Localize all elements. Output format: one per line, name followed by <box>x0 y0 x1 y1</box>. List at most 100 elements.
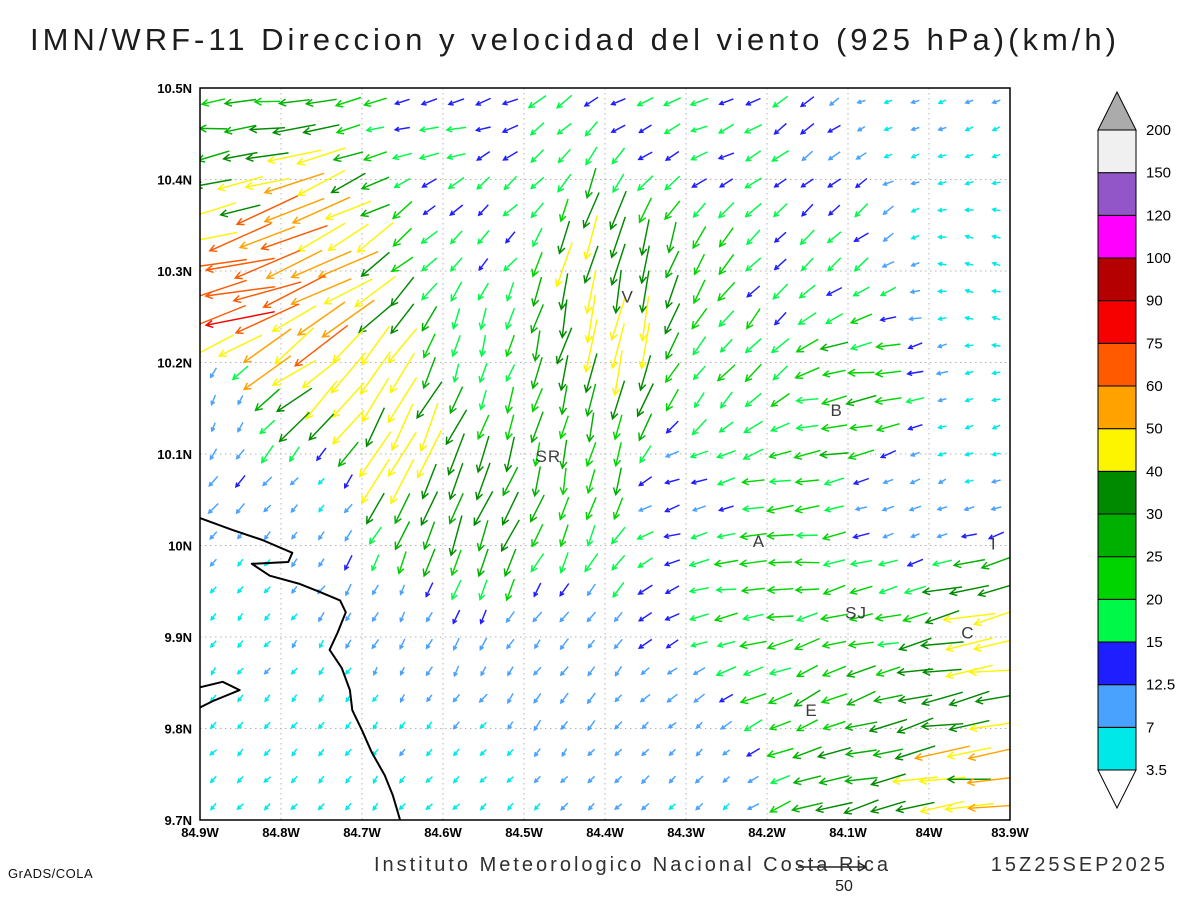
wind-arrow <box>332 151 364 163</box>
wind-arrow <box>318 611 325 623</box>
wind-arrow <box>235 448 245 460</box>
wind-arrow <box>821 665 847 678</box>
wind-arrow <box>823 505 844 513</box>
wind-arrow <box>717 505 734 512</box>
wind-arrow <box>263 586 271 594</box>
wind-arrow <box>317 721 325 730</box>
wind-arrow <box>361 377 390 423</box>
wind-arrow <box>964 288 974 294</box>
wind-arrow <box>504 386 515 415</box>
wind-arrow <box>359 203 390 218</box>
wind-arrow <box>260 444 274 464</box>
wind-arrow <box>344 529 353 542</box>
reference-vector: 50 <box>798 862 868 895</box>
wind-arrow <box>293 324 349 367</box>
station-labels: V B SR A SJ C E I <box>535 288 995 721</box>
wind-arrow <box>209 531 218 541</box>
wind-arrow <box>692 226 707 250</box>
colorbar-below-arrow <box>1097 769 1137 810</box>
reference-vector-label: 50 <box>835 878 853 895</box>
wind-arrow <box>583 319 598 374</box>
wind-arrow <box>295 147 346 166</box>
wind-arrow <box>476 520 489 552</box>
colorbar-label: 90 <box>1146 293 1163 310</box>
wind-arrow <box>854 506 868 512</box>
wind-arrow <box>235 502 245 515</box>
wind-arrow <box>767 558 792 567</box>
wind-arrow <box>765 504 794 514</box>
wind-arrow <box>533 582 542 598</box>
wind-arrow <box>237 558 244 567</box>
wind-arrow <box>639 219 650 257</box>
wind-arrow <box>937 180 947 186</box>
colorbar-cell <box>1097 342 1137 387</box>
colorbar-label: 60 <box>1146 378 1163 395</box>
colorbar-cell <box>1097 513 1137 558</box>
wind-arrow <box>967 803 1010 813</box>
wind-arrow <box>611 350 623 397</box>
wind-arrow <box>502 466 519 497</box>
wind-arrow <box>990 342 1001 348</box>
wind-arrow <box>449 230 463 245</box>
wind-arrow <box>614 721 623 730</box>
colorbar-cell <box>1097 726 1137 771</box>
wind-arrow <box>963 506 975 512</box>
wind-arrow <box>795 531 818 540</box>
wind-arrow <box>558 299 568 339</box>
wind-arrow <box>991 153 1001 159</box>
wind-arrow <box>334 96 362 108</box>
wind-arrow <box>668 775 676 784</box>
wind-arrow <box>715 450 736 459</box>
wind-arrow <box>664 585 680 594</box>
wind-arrow <box>426 721 433 730</box>
wind-arrow <box>964 180 974 186</box>
wind-arrow <box>856 99 866 105</box>
wind-arrow <box>818 775 850 786</box>
wind-arrow <box>819 613 848 623</box>
wind-arrow <box>740 586 765 595</box>
wind-arrow <box>713 559 739 568</box>
wind-arrow <box>991 180 1001 186</box>
wind-arrow <box>505 364 516 383</box>
wind-arrow <box>691 418 707 436</box>
wind-arrow <box>936 234 947 240</box>
wind-arrow <box>827 124 841 133</box>
wind-arrow <box>944 802 994 813</box>
wind-arrow <box>209 640 217 648</box>
wind-arrow <box>695 802 704 811</box>
wind-arrow <box>664 478 680 485</box>
wind-arrow <box>664 150 680 161</box>
wind-arrow <box>318 504 325 513</box>
wind-arrow <box>849 341 872 351</box>
wind-arrow <box>396 551 407 575</box>
wind-arrow <box>448 492 464 525</box>
colorbar-above-arrow <box>1097 90 1137 131</box>
wind-arrow <box>820 395 847 406</box>
wind-arrow <box>665 639 679 649</box>
y-tick-label: 10N <box>168 539 192 554</box>
wind-arrow <box>991 99 1001 105</box>
colorbar-label: 7 <box>1146 719 1154 736</box>
wind-arrow <box>502 203 518 217</box>
wind-arrow <box>559 467 568 496</box>
wind-arrow <box>936 533 948 539</box>
wind-arrow <box>219 204 261 218</box>
colorbar-label: 12.5 <box>1146 677 1175 694</box>
wind-arrow <box>967 748 1010 762</box>
wind-arrow <box>768 450 792 460</box>
wind-arrow <box>345 612 352 622</box>
wind-arrow <box>447 433 465 476</box>
valid-time-label: 15Z25SEP2025 <box>990 854 1168 876</box>
wind-arrow <box>531 330 541 363</box>
wind-arrow <box>688 558 710 568</box>
wind-arrow <box>503 257 518 272</box>
wind-arrow <box>317 477 325 485</box>
wind-arrow <box>479 609 487 625</box>
wind-arrow <box>318 748 325 757</box>
colorbar-label: 200 <box>1146 122 1171 139</box>
wind-arrow <box>301 357 341 389</box>
wind-arrow <box>531 466 542 498</box>
wind-arrow <box>289 477 299 486</box>
wind-arrow <box>559 583 570 597</box>
